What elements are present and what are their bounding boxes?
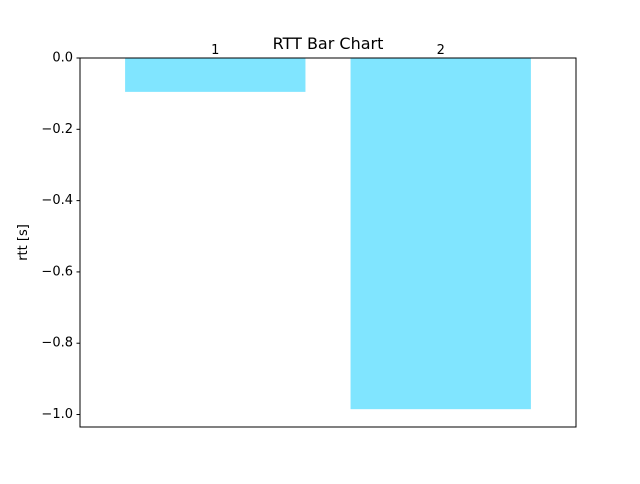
y-tick-label: −1.0 bbox=[41, 407, 73, 422]
y-tick-label: −0.8 bbox=[41, 336, 73, 351]
bar-label-2: 2 bbox=[437, 43, 445, 58]
bar-label-1: 1 bbox=[211, 43, 219, 58]
y-axis-label: rtt [s] bbox=[16, 224, 31, 261]
y-tick-label: 0.0 bbox=[52, 51, 73, 66]
y-tick-label: −0.4 bbox=[41, 193, 73, 208]
chart-title: RTT Bar Chart bbox=[273, 34, 384, 53]
bar-2 bbox=[351, 58, 531, 409]
y-tick-label: −0.6 bbox=[41, 264, 73, 279]
y-tick-label: −0.2 bbox=[41, 122, 73, 137]
bar-1 bbox=[125, 58, 305, 92]
